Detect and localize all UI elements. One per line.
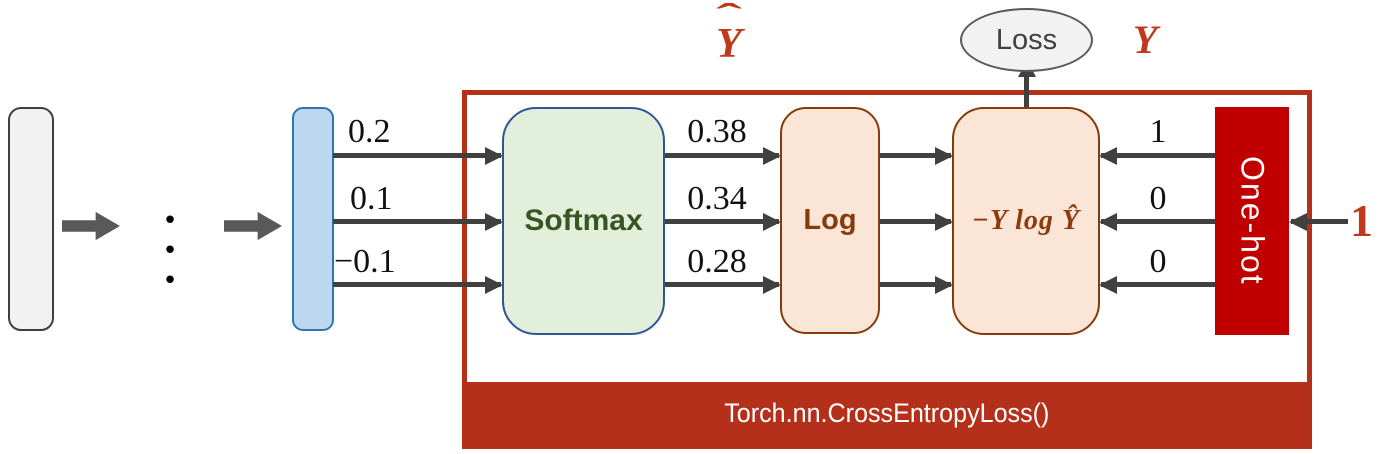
softmax-label: Softmax [524, 204, 643, 237]
cross-entropy-banner-label: Torch.nn.CrossEntropyLoss() [724, 397, 1050, 428]
onehot-flow-line [1101, 153, 1215, 158]
loss-arrow [1024, 76, 1029, 107]
log-out-flow-line [880, 282, 951, 287]
logit-value: −0.1 [334, 243, 396, 280]
neg-y-log-yhat-box: −Y log Ŷ [952, 107, 1100, 335]
log-out-flow-line [880, 219, 951, 224]
y-annotation: Y [1133, 17, 1158, 62]
one-hot-box: One-hot [1215, 107, 1289, 335]
onehot-value: 1 [1149, 113, 1167, 150]
log-out-flow-line [880, 153, 951, 158]
prob-value: 0.28 [687, 243, 747, 280]
prob-flow-line [665, 219, 779, 224]
prob-flow-line [665, 153, 779, 158]
loss-label: Loss [995, 23, 1058, 56]
y-hat-annotation: ˆ Y [706, 0, 752, 67]
input-layer-bar [8, 107, 54, 331]
loss-ellipse: Loss [960, 8, 1093, 72]
onehot-value: 0 [1149, 180, 1167, 217]
logit-value: 0.1 [350, 180, 393, 217]
hat-accent: ˆ [715, 0, 743, 35]
block-arrow-icon [62, 211, 120, 241]
prob-value: 0.34 [687, 180, 747, 217]
logit-flow-line [333, 219, 501, 224]
target-input-line [1291, 219, 1348, 224]
log-box: Log [780, 107, 880, 334]
logit-flow-line [333, 153, 501, 158]
prob-value: 0.38 [687, 113, 747, 150]
block-arrow-icon [224, 211, 282, 241]
logit-flow-line [333, 282, 501, 287]
cross-entropy-banner: Torch.nn.CrossEntropyLoss() [467, 382, 1307, 444]
log-label: Log [803, 204, 857, 236]
y-hat-letter: Y [716, 21, 742, 67]
prob-flow-line [665, 282, 779, 287]
softmax-box: Softmax [502, 107, 665, 335]
ellipsis-dots: • • • [162, 206, 184, 296]
logits-layer-bar [292, 107, 334, 331]
one-hot-label: One-hot [1234, 156, 1271, 286]
formula-label: −Y log Ŷ [972, 205, 1080, 236]
cross-entropy-enclosure: Torch.nn.CrossEntropyLoss() [462, 90, 1312, 449]
onehot-value: 0 [1149, 243, 1167, 280]
logit-value: 0.2 [348, 113, 391, 150]
onehot-flow-line [1101, 282, 1215, 287]
onehot-flow-line [1101, 219, 1215, 224]
target-class-value: 1 [1350, 195, 1373, 246]
